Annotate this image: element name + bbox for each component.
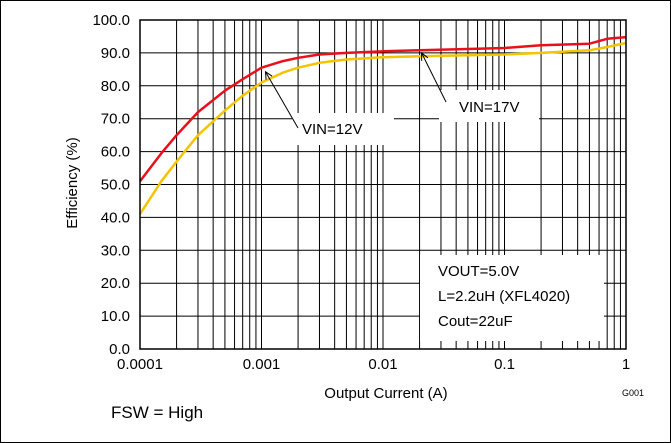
- footnote-fsw: FSW = High: [111, 403, 204, 422]
- y-tick-label: 50.0: [101, 177, 130, 194]
- y-tick-label: 60.0: [101, 144, 130, 161]
- annotation-vin12-label: VIN=12V: [302, 121, 362, 138]
- conditions-bg: [420, 255, 604, 341]
- y-tick-label: 90.0: [101, 45, 130, 62]
- annotation-vin17: VIN=17V: [421, 51, 539, 122]
- annotation-arrowhead: [421, 51, 429, 61]
- series-layer: [138, 35, 627, 215]
- y-axis-title: Efficiency (%): [64, 137, 81, 228]
- series-line-vin-17v: [138, 41, 627, 215]
- y-tick-label: 100.0: [92, 12, 130, 29]
- figure-id: G001: [622, 388, 644, 398]
- y-tick-label: 20.0: [101, 275, 130, 292]
- annotation-vin12: VIN=12V: [264, 70, 394, 145]
- annotation-vin12-bg: [292, 113, 394, 145]
- grid: [139, 19, 627, 350]
- plot-border: [139, 19, 627, 350]
- x-tick-label: 0.001: [243, 356, 281, 373]
- condition-vout: VOUT=5.0V: [438, 263, 519, 280]
- x-tick-label: 0.0001: [117, 356, 163, 373]
- y-tick-label: 70.0: [101, 111, 130, 128]
- y-tick-label: 40.0: [101, 209, 130, 226]
- annotation-vin17-bg: [439, 90, 539, 122]
- y-tick-label: 10.0: [101, 308, 130, 325]
- x-tick-label: 1: [622, 356, 630, 373]
- y-tick-label: 80.0: [101, 78, 130, 95]
- condition-inductor: L=2.2uH (XFL4020): [438, 288, 570, 305]
- conditions-box: VOUT=5.0V L=2.2uH (XFL4020) Cout=22uF: [420, 255, 604, 341]
- series-line-vin-12v: [139, 35, 627, 182]
- annotation-arrowhead: [264, 70, 273, 80]
- annotation-vin17-label: VIN=17V: [459, 99, 519, 116]
- condition-cout: Cout=22uF: [438, 313, 513, 330]
- x-tick-label: 0.1: [494, 356, 515, 373]
- x-axis-title: Output Current (A): [324, 385, 447, 402]
- y-tick-label: 0.0: [109, 341, 130, 358]
- tick-layer: 0.010.020.030.040.050.060.070.080.090.01…: [92, 12, 630, 373]
- y-tick-label: 30.0: [101, 242, 130, 259]
- x-tick-label: 0.01: [368, 356, 397, 373]
- annotation-vin17-arrow: [421, 52, 447, 103]
- annotation-vin12-arrow: [265, 71, 299, 129]
